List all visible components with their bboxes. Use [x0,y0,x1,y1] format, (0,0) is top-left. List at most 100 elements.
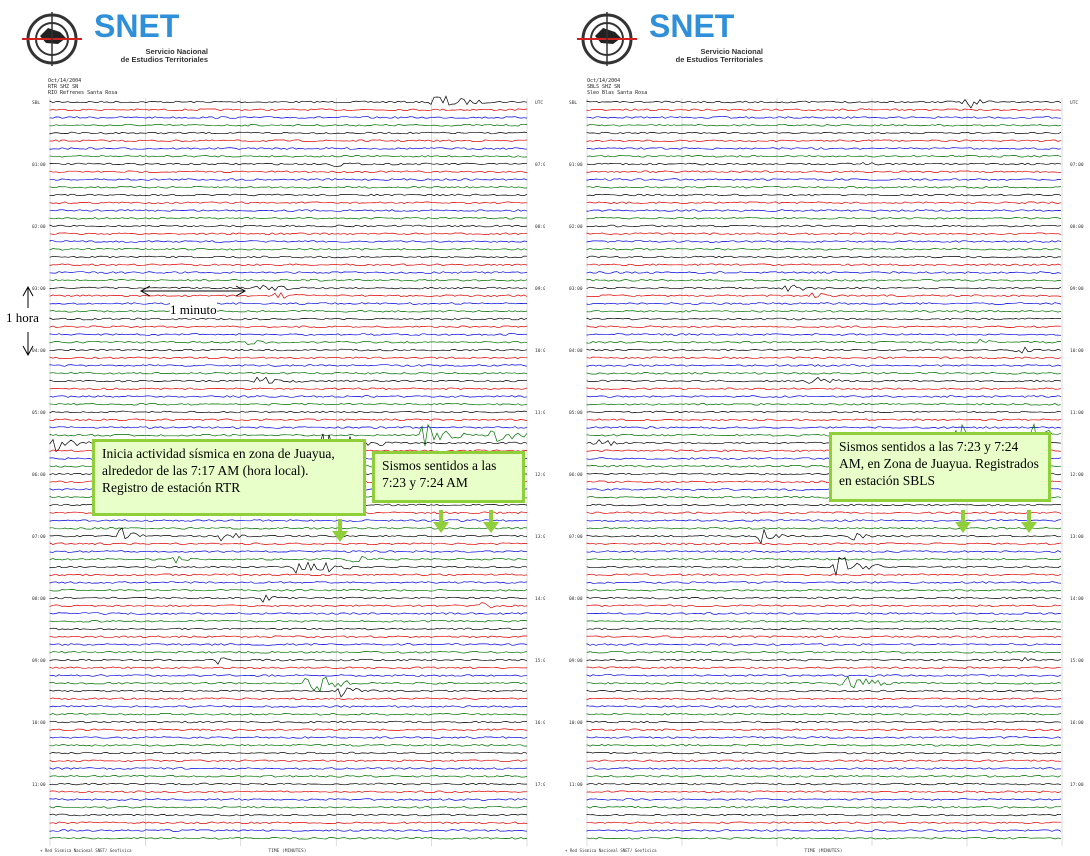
hour-label-left: 06:00 [32,472,46,478]
seismic-trace [586,620,1062,623]
footer-right: + Red Sismica Nacional SNET/ Geofisica [565,848,657,853]
seismic-trace [586,224,1062,228]
seismic-trace [586,147,1062,150]
seismic-trace [586,676,1062,689]
hour-label-right: 11:00 [535,410,545,416]
seismic-trace [49,124,528,127]
hour-label-left: 03:00 [569,286,583,292]
hour-label-left: 11:00 [32,782,46,788]
seismic-trace [586,240,1062,243]
hour-label-right: 07:00 [535,162,545,168]
seismic-trace [49,697,528,700]
minute-scale-arrow [139,285,247,297]
hour-label-left: 02:00 [569,224,583,230]
hour-scale-arrow [22,286,34,356]
seismic-trace [586,751,1061,755]
seismic-trace [586,364,1062,367]
hour-label-left: 10:00 [569,720,583,726]
seismic-trace [586,317,1061,321]
seismic-trace [586,550,1062,553]
hour-label-left: 04:00 [32,348,46,354]
seismic-trace [49,291,528,299]
seismic-trace [49,542,528,545]
footer-left: + Red Sismica Nacional SNET/ Geofisica [40,848,132,853]
callout-felt-quakes-right: Sismos sentidos a las 7:23 y 7:24 AM, en… [829,432,1051,502]
time-axis-label: TIME (MINUTES) [805,848,843,854]
seismic-trace [586,528,1062,545]
seismic-trace [49,821,528,824]
seismic-trace [586,108,1062,111]
seismic-trace [49,666,528,669]
seismic-trace [49,555,528,564]
seismic-trace [586,193,1062,197]
hour-label-right: 09:00 [535,286,545,292]
seismic-trace [586,186,1062,189]
minute-scale-label: 1 minuto [170,302,217,318]
seismic-trace [49,620,528,623]
seismic-trace [586,263,1062,266]
hour-label-left: 05:00 [569,410,583,416]
seismic-trace [49,657,528,665]
seismic-trace [586,689,1062,693]
hour-label-right: 14:00 [535,596,545,602]
seismic-trace [586,209,1062,212]
time-axis-label: TIME (MINUTES) [269,848,307,854]
seismic-trace [49,728,528,732]
seismic-trace [586,837,1062,840]
seismic-trace [49,782,527,786]
seismic-trace [49,201,528,204]
hour-label-right: UTC [1070,100,1078,106]
seismic-trace [49,248,528,251]
seismic-trace [49,395,528,398]
seismic-trace [586,131,1062,135]
seismic-trace [49,232,527,235]
seismic-trace [586,333,1062,336]
seismic-trace [586,155,1062,158]
seismic-trace [586,98,1062,109]
seismic-trace [49,581,528,584]
seismic-trace [49,720,528,724]
hour-label-left: 05:00 [32,410,46,416]
seismic-trace [49,376,528,384]
seismic-trace [586,720,1062,724]
seismic-trace [586,821,1061,824]
seismic-trace [49,217,528,220]
seismic-trace [586,403,1062,406]
seismic-trace [586,395,1062,398]
hour-label-left: 11:00 [569,782,583,788]
seismic-trace [49,829,528,832]
seismic-trace [49,602,528,609]
hour-label-left: 07:00 [32,534,46,540]
seismic-trace [49,635,528,638]
seismic-trace [586,705,1062,708]
seismic-trace [586,372,1062,375]
seismic-trace [586,712,1062,716]
seismic-trace [586,813,1062,817]
seismic-trace [49,806,528,809]
seismic-trace [49,186,527,189]
hour-label-left: 08:00 [32,596,46,602]
seismic-trace [586,573,1062,576]
snet-logo-right: SNET Servicio Nacional de Estudios Terri… [577,8,767,68]
hour-label-right: 08:00 [1070,224,1084,230]
hour-label-left: SBL [32,100,40,106]
arrow-down-icon [332,519,348,542]
seismic-trace [49,317,528,321]
seismic-trace [586,527,1062,530]
seismic-trace [49,573,528,577]
helicorder-traces-left: SBL UTC 01:00 07:00 02:00 08:00 03:00 09:00 04:0… [32,95,545,854]
seismic-trace [49,550,528,553]
station-header-left: Oct/14/2004 RTR SHZ SN RIO Refrenes Sant… [48,78,118,96]
hour-label-left: SBL [569,100,577,106]
seismic-trace [586,284,1062,292]
seismic-trace [586,643,1062,646]
seismic-trace [49,759,528,762]
hour-scale-label: 1 hora [6,310,39,326]
seismic-trace [586,376,1062,384]
seismic-trace [49,687,528,698]
seismic-trace [49,372,528,375]
hour-label-left: 01:00 [569,162,583,168]
snet-logo-subtitle: Servicio Nacional de Estudios Territoria… [120,47,208,64]
seismic-trace [49,209,528,212]
seismic-trace [49,589,528,592]
